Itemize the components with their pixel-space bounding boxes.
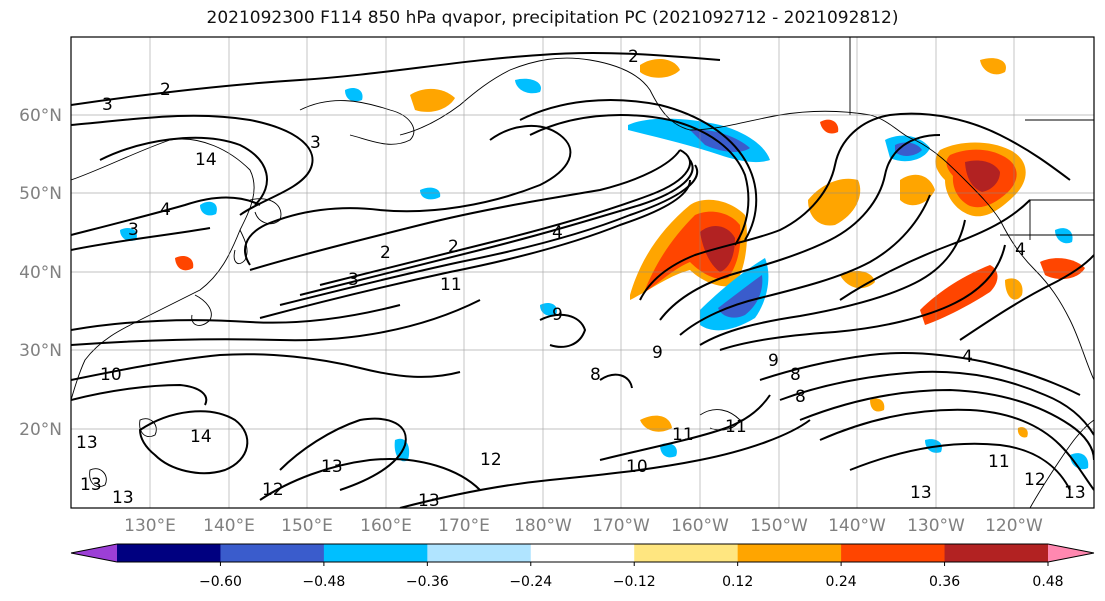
contour-label: 4 <box>160 200 171 220</box>
lat-label: 50°N <box>19 184 62 204</box>
map-panel <box>71 37 1094 508</box>
contour-label: 13 <box>910 483 932 503</box>
contour-label: 11 <box>672 425 694 445</box>
contour-label: 11 <box>988 452 1010 472</box>
contour-label: 11 <box>440 275 462 295</box>
lon-label: 180°W <box>514 516 572 536</box>
qvapor-contours <box>71 51 1094 508</box>
colorbar-cell <box>117 544 221 562</box>
lat-label: 30°N <box>19 341 62 361</box>
colorbar-tick-label: 0.48 <box>1032 574 1063 590</box>
contour-label: 2 <box>628 47 639 67</box>
lon-label: 130°W <box>907 516 965 536</box>
map-frame <box>70 36 1095 509</box>
contour-label: 8 <box>790 365 801 385</box>
contour-label: 9 <box>552 305 563 325</box>
contour-label: 2 <box>448 237 459 257</box>
contour-label: 10 <box>626 457 648 477</box>
colorbar-extend-high <box>1048 544 1094 562</box>
contour-label: 3 <box>128 220 139 240</box>
colorbar-tick-label: −0.12 <box>613 574 656 590</box>
colorbar-tick-label: 0.12 <box>722 574 753 590</box>
contour-label: 13 <box>76 433 98 453</box>
contour-label: 4 <box>962 347 973 367</box>
contour-label: 14 <box>190 427 212 447</box>
colorbar-cell <box>944 544 1049 562</box>
latitude-labels: 60°N 50°N 40°N 30°N 20°N <box>19 106 62 440</box>
lon-label: 150°W <box>750 516 808 536</box>
lat-label: 60°N <box>19 106 62 126</box>
lon-label: 140°W <box>828 516 886 536</box>
contour-label: 12 <box>1024 470 1046 490</box>
colorbar-cell <box>737 544 842 562</box>
colorbar-tick-label: −0.36 <box>406 574 449 590</box>
colorbar-extend-low <box>71 544 117 562</box>
colorbar-tick-label: −0.60 <box>199 574 242 590</box>
contour-label: 4 <box>1015 240 1026 260</box>
contour-label: 8 <box>795 387 806 407</box>
contour-label: 9 <box>768 351 779 371</box>
colorbar-cell <box>323 544 428 562</box>
contour-label: 13 <box>1064 483 1086 503</box>
lon-label: 170°E <box>438 516 490 536</box>
colorbar-cell <box>530 544 635 562</box>
contour-label: 14 <box>195 150 217 170</box>
colorbar-cell <box>634 544 739 562</box>
colorbar-tick-label: −0.48 <box>302 574 345 590</box>
contour-label: 2 <box>380 243 391 263</box>
longitude-labels: 130°E 140°E 150°E 160°E 170°E 180°W 170°… <box>124 516 1043 536</box>
contour-label: 3 <box>310 133 321 153</box>
contour-label: 10 <box>100 365 122 385</box>
contour-label: 13 <box>112 488 134 508</box>
contour-label: 13 <box>80 475 102 495</box>
contour-label: 11 <box>725 417 747 437</box>
colorbar-tick-label: 0.36 <box>929 574 960 590</box>
graticule <box>71 37 1094 508</box>
lon-label: 160°E <box>360 516 412 536</box>
lon-label: 170°W <box>592 516 650 536</box>
contour-label: 8 <box>590 365 601 385</box>
lon-label: 160°W <box>671 516 729 536</box>
lon-label: 150°E <box>281 516 333 536</box>
lon-label: 120°W <box>985 516 1043 536</box>
colorbar-tick-label: 0.24 <box>826 574 857 590</box>
contour-label: 13 <box>418 491 440 511</box>
contour-label: 12 <box>262 480 284 500</box>
lon-label: 140°E <box>203 516 255 536</box>
lon-label: 130°E <box>124 516 176 536</box>
contour-label: 12 <box>480 450 502 470</box>
contour-label: 2 <box>160 80 171 100</box>
contour-label: 13 <box>321 457 343 477</box>
colorbar-tick-label: −0.24 <box>509 574 552 590</box>
lat-label: 20°N <box>19 420 62 440</box>
map-title: 2021092300 F114 850 hPa qvapor, precipit… <box>206 8 899 28</box>
colorbar-cell <box>427 544 532 562</box>
contour-label: 3 <box>348 270 359 290</box>
map-content: 2 3 2 3 4 3 2 3 14 2 11 4 9 8 9 10 8 11 … <box>71 37 1094 511</box>
contour-labels: 2 3 2 3 4 3 2 3 14 2 11 4 9 8 9 10 8 11 … <box>76 47 1086 511</box>
contour-label: 3 <box>102 95 113 115</box>
colorbar: −0.60 −0.48 −0.36 −0.24 −0.12 0.12 0.24 0.36 0.4… <box>70 543 1095 590</box>
contour-label: 9 <box>652 343 663 363</box>
lat-label: 40°N <box>19 263 62 283</box>
colorbar-cell <box>841 544 946 562</box>
colorbar-cell <box>220 544 325 562</box>
contour-label: 4 <box>552 223 563 243</box>
